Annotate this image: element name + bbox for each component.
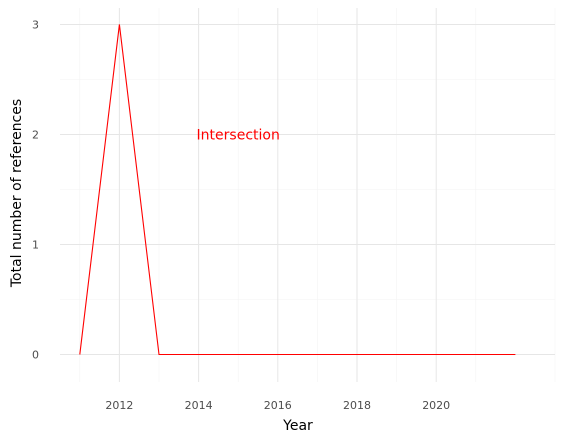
y-axis-ticks: 0 1 2 3 bbox=[32, 19, 39, 362]
minor-gridlines bbox=[60, 8, 556, 382]
annotation-layer: Intersection bbox=[197, 128, 280, 144]
y-tick-label: 0 bbox=[32, 349, 39, 362]
series-line bbox=[79, 24, 516, 356]
x-axis-title: Year bbox=[282, 418, 313, 434]
annotation-label: Intersection bbox=[197, 128, 280, 144]
y-axis-title: Total number of references bbox=[9, 99, 25, 288]
major-gridlines bbox=[60, 8, 555, 382]
series-layer bbox=[79, 24, 516, 356]
x-axis-ticks: 2012 2014 2016 2018 2020 bbox=[105, 399, 450, 412]
y-tick-label: 1 bbox=[32, 239, 39, 252]
x-tick-label: 2018 bbox=[343, 399, 371, 412]
x-tick-label: 2012 bbox=[105, 399, 133, 412]
y-tick-label: 3 bbox=[32, 19, 39, 32]
x-tick-label: 2016 bbox=[264, 399, 292, 412]
x-tick-label: 2014 bbox=[185, 399, 213, 412]
x-tick-label: 2020 bbox=[422, 399, 450, 412]
y-tick-label: 2 bbox=[32, 129, 39, 142]
